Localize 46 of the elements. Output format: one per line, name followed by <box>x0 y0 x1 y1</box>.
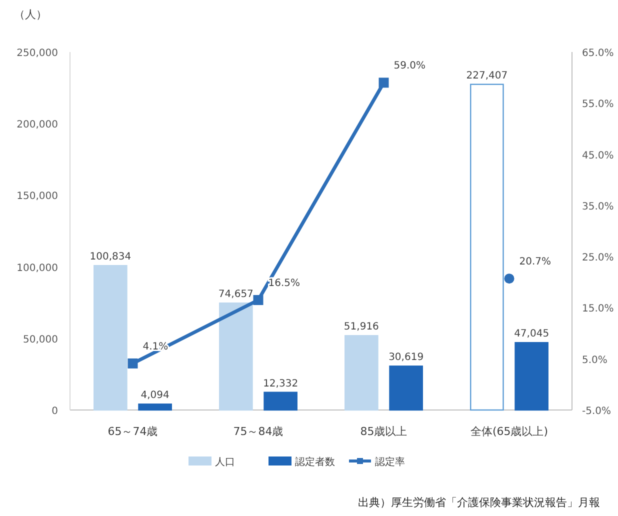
data-label: 74,657 <box>218 289 254 300</box>
y-axis-title: （人） <box>14 8 47 21</box>
data-label: 4,094 <box>140 390 170 402</box>
y2-tick-label: 35.0% <box>582 201 614 212</box>
data-label: 30,619 <box>388 352 424 364</box>
data-label: 100,834 <box>90 252 132 263</box>
y2-tick-label: 65.0% <box>582 48 614 59</box>
data-label: 59.0% <box>394 60 426 72</box>
x-tick-label: 75～84歳 <box>233 425 284 438</box>
y-tick-label: 250,000 <box>16 48 58 59</box>
bar <box>514 342 548 411</box>
point <box>378 78 389 88</box>
y-tick-label: 200,000 <box>16 120 58 131</box>
y-tick-label: 50,000 <box>23 334 58 346</box>
y2-tick-label: -5.0% <box>582 406 612 417</box>
bar <box>389 366 423 411</box>
legend-label: 人口 <box>215 457 235 468</box>
source-note: 出典）厚生労働省「介護保険事業状況報告」月報 <box>358 496 600 509</box>
point <box>253 295 264 306</box>
x-tick-label: 85歳以上 <box>360 425 408 438</box>
bar <box>470 84 504 411</box>
y-tick-label: 150,000 <box>16 191 58 202</box>
x-tick-label: 全体(65歳以上) <box>470 425 548 438</box>
point <box>128 358 138 368</box>
y-tick-label: 100,000 <box>16 262 58 274</box>
data-label: 16.5% <box>268 278 300 290</box>
point <box>504 274 514 284</box>
y2-tick-label: 25.0% <box>582 252 614 264</box>
y2-tick-label: 5.0% <box>582 354 608 366</box>
bar <box>219 302 253 411</box>
data-label: 47,045 <box>514 328 550 340</box>
y2-tick-label: 45.0% <box>582 150 614 162</box>
data-label: 12,332 <box>263 378 298 390</box>
y2-tick-label: 15.0% <box>582 304 614 315</box>
bar <box>344 335 378 411</box>
data-label: 51,916 <box>344 322 379 333</box>
y2-tick-label: 55.0% <box>582 99 614 110</box>
x-tick-label: 65～74歳 <box>108 425 158 438</box>
bar <box>94 265 128 411</box>
data-label: 227,407 <box>466 70 508 82</box>
legend-label: 認定率 <box>375 456 405 468</box>
y-tick-label: 0 <box>52 406 58 417</box>
bar <box>264 392 298 411</box>
data-label: 20.7% <box>519 256 552 268</box>
legend-label: 認定者数 <box>295 456 335 468</box>
bar <box>138 404 172 411</box>
